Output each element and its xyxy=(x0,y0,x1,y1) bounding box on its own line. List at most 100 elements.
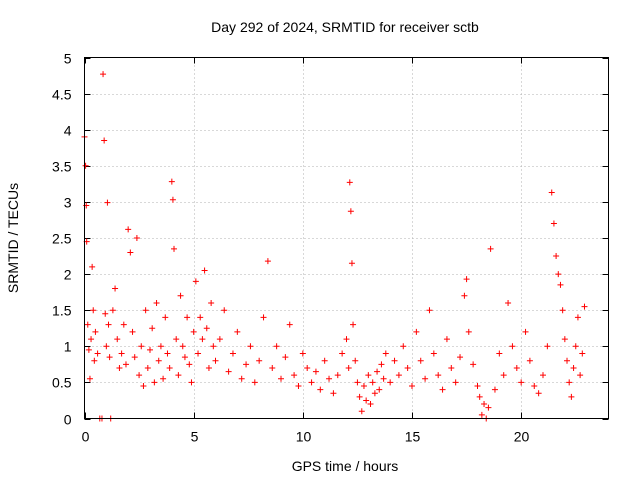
data-point xyxy=(572,343,579,350)
data-point xyxy=(347,208,354,215)
data-point xyxy=(89,263,96,270)
y-tick-label: 0 xyxy=(64,412,72,428)
data-point xyxy=(101,137,108,144)
data-point xyxy=(175,372,182,379)
data-point xyxy=(177,292,184,299)
data-point xyxy=(474,383,481,390)
data-point xyxy=(535,390,542,397)
data-point xyxy=(487,245,494,252)
data-point xyxy=(86,375,93,382)
data-point xyxy=(465,328,472,335)
data-point xyxy=(212,357,219,364)
y-tick-label: 1.5 xyxy=(52,303,72,319)
data-point xyxy=(147,346,153,353)
data-point xyxy=(216,336,223,343)
data-point xyxy=(409,383,415,390)
data-point xyxy=(577,372,584,379)
data-point xyxy=(160,375,167,382)
data-point xyxy=(243,361,250,368)
data-point xyxy=(564,357,571,364)
data-point xyxy=(478,411,485,418)
data-point xyxy=(157,343,164,350)
data-point xyxy=(461,292,468,299)
y-tick-label: 4.5 xyxy=(52,87,72,103)
data-point xyxy=(559,307,566,314)
data-point xyxy=(166,364,173,371)
data-point xyxy=(105,321,112,328)
data-point xyxy=(505,299,512,306)
y-tick-label: 5 xyxy=(64,51,72,67)
data-point xyxy=(443,336,450,343)
data-point xyxy=(354,379,361,386)
data-point xyxy=(90,307,97,314)
data-point xyxy=(116,364,123,371)
x-tick-labels: 0 5 10 15 20 xyxy=(82,429,530,445)
data-point xyxy=(367,401,374,408)
data-point xyxy=(448,364,455,371)
data-point xyxy=(360,383,367,390)
data-point xyxy=(540,372,546,379)
data-points xyxy=(81,71,588,422)
data-point xyxy=(225,368,232,375)
data-point xyxy=(339,350,346,357)
x-tick-label: 20 xyxy=(514,429,530,445)
data-point xyxy=(312,368,319,375)
data-point xyxy=(426,307,433,314)
y-tick-label: 2 xyxy=(64,267,72,283)
y-tick-label: 0.5 xyxy=(52,375,72,391)
data-point xyxy=(350,321,357,328)
data-point xyxy=(131,354,138,361)
data-point xyxy=(229,350,236,357)
data-point xyxy=(308,379,315,386)
data-point xyxy=(127,249,134,256)
axis-ticks xyxy=(84,57,609,420)
data-point xyxy=(186,361,193,368)
data-point xyxy=(417,357,424,364)
data-point xyxy=(133,235,140,241)
data-point xyxy=(509,343,516,350)
data-point xyxy=(387,379,394,386)
data-point xyxy=(531,383,538,390)
data-point xyxy=(164,350,171,357)
data-point xyxy=(356,393,363,400)
y-axis-label: SRMTID / TECUs xyxy=(5,183,21,293)
data-point xyxy=(348,260,355,267)
data-point xyxy=(291,372,298,379)
x-tick-label: 5 xyxy=(191,429,199,445)
data-point xyxy=(104,199,111,206)
data-point xyxy=(400,343,407,350)
data-point xyxy=(346,179,353,186)
data-point xyxy=(330,390,337,397)
data-point xyxy=(491,386,498,393)
data-point xyxy=(579,350,586,357)
data-point xyxy=(326,375,333,382)
data-point xyxy=(201,267,208,274)
data-point xyxy=(208,299,215,306)
data-point xyxy=(422,375,429,382)
data-point xyxy=(413,328,420,335)
data-point xyxy=(102,310,109,317)
data-point xyxy=(334,372,341,379)
data-point xyxy=(295,383,302,390)
data-point xyxy=(496,350,503,357)
data-point xyxy=(179,343,186,350)
data-point xyxy=(574,314,581,321)
data-point xyxy=(278,375,284,382)
data-point xyxy=(184,314,191,321)
y-tick-label: 3 xyxy=(64,195,72,211)
data-point xyxy=(363,397,370,404)
data-point xyxy=(138,343,145,350)
data-point xyxy=(205,364,212,371)
data-point xyxy=(82,162,89,169)
data-point xyxy=(566,379,573,386)
data-point xyxy=(144,364,151,371)
data-point xyxy=(518,379,525,386)
data-point xyxy=(299,350,306,357)
data-point xyxy=(500,372,507,379)
data-point xyxy=(247,343,254,350)
data-point xyxy=(343,336,350,343)
data-point xyxy=(181,354,188,361)
data-point xyxy=(395,372,402,379)
data-point xyxy=(286,321,293,328)
data-point xyxy=(168,178,175,185)
